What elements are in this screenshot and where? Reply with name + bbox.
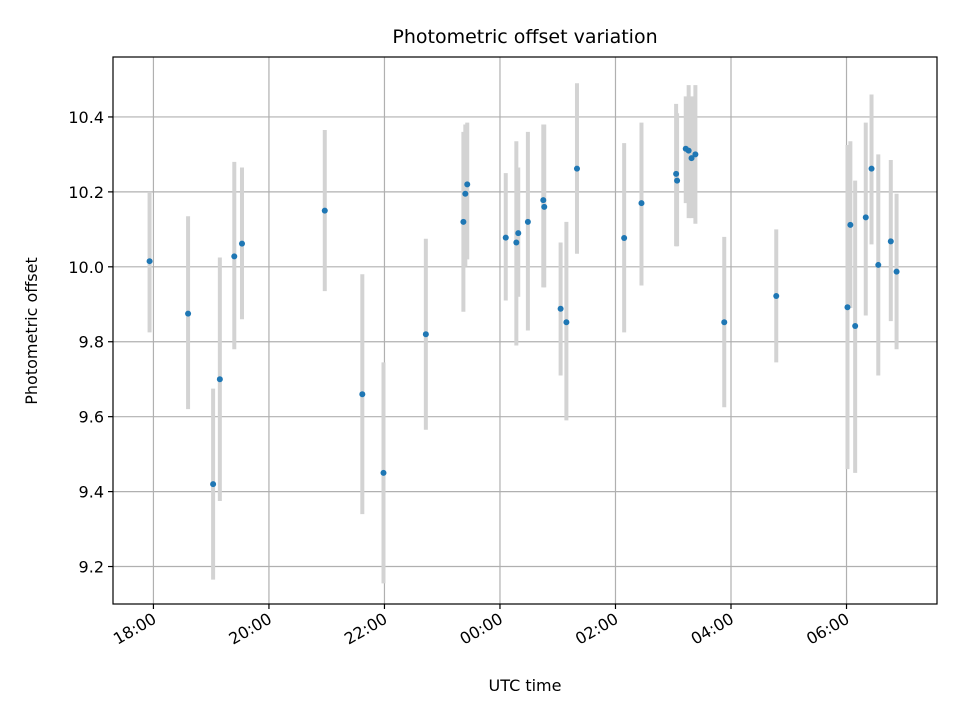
data-point <box>674 177 681 184</box>
data-point <box>893 268 900 275</box>
y-tick-label: 9.8 <box>79 333 104 352</box>
data-point <box>638 200 645 207</box>
data-point <box>540 197 547 204</box>
data-point <box>621 234 628 241</box>
data-point <box>685 147 692 154</box>
y-tick-label: 9.6 <box>79 408 104 427</box>
data-point <box>216 376 223 383</box>
data-point <box>464 181 471 188</box>
data-point <box>887 238 894 245</box>
data-point <box>721 319 728 326</box>
data-point <box>557 305 564 312</box>
plot-frame <box>112 56 938 605</box>
data-point <box>238 240 245 247</box>
data-point <box>513 239 520 246</box>
y-tick-label: 10.0 <box>68 258 104 277</box>
data-point <box>231 253 238 260</box>
data-point <box>773 293 780 300</box>
data-point <box>515 230 522 237</box>
data-point <box>524 218 531 225</box>
grid-lines <box>113 57 937 604</box>
data-point <box>210 481 217 488</box>
data-point <box>502 234 509 241</box>
data-point <box>422 331 429 338</box>
data-point <box>847 221 854 228</box>
y-tick-label: 9.2 <box>79 558 104 577</box>
data-point <box>462 190 469 197</box>
y-tick-label: 9.4 <box>79 483 104 502</box>
data-point <box>146 258 153 265</box>
data-point <box>380 469 387 476</box>
data-point <box>844 304 851 311</box>
data-point <box>852 323 859 330</box>
data-point <box>460 218 467 225</box>
data-point <box>692 151 699 158</box>
data-point <box>688 155 695 162</box>
data-point <box>868 165 875 172</box>
y-axis-ticks: 9.2 9.4 9.6 9.8 10.0 10.2 10.4 <box>68 108 113 577</box>
y-tick-label: 10.2 <box>68 183 104 202</box>
y-axis-label: Photometric offset <box>22 257 41 405</box>
chart-title: Photometric offset variation <box>392 26 657 48</box>
data-point <box>563 319 570 326</box>
data-points <box>146 145 900 488</box>
data-point <box>862 214 869 221</box>
data-point <box>541 203 548 210</box>
data-point <box>359 391 366 398</box>
x-axis-label: UTC time <box>489 676 562 695</box>
data-point <box>185 310 192 317</box>
data-point <box>673 170 680 177</box>
data-point <box>875 261 882 268</box>
data-point <box>573 165 580 172</box>
data-point <box>321 207 328 214</box>
y-tick-label: 10.4 <box>68 108 104 127</box>
